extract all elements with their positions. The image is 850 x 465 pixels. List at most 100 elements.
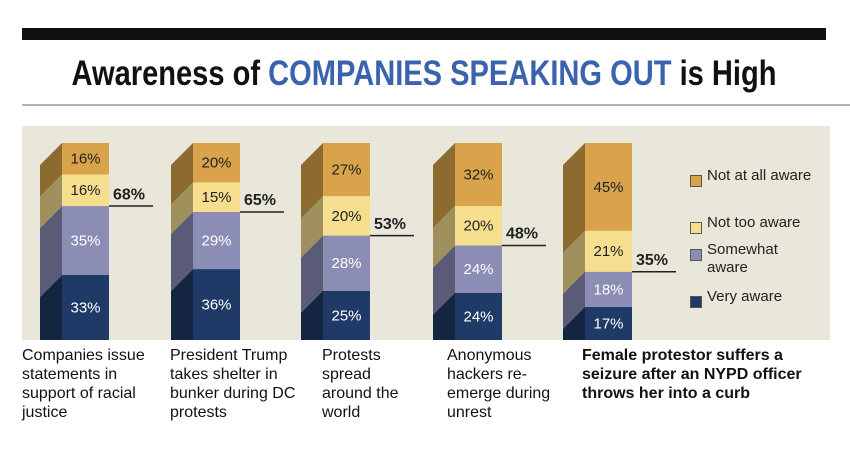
segment-label: 27% <box>331 162 361 179</box>
segment-label: 21% <box>593 243 623 260</box>
bar-side-shade <box>301 235 323 313</box>
bar-segment <box>62 274 109 340</box>
bar-side-shade <box>301 143 323 219</box>
bar-segment <box>323 196 370 236</box>
bar-side <box>433 143 455 229</box>
bar-side-shade <box>433 206 455 268</box>
segment-label: 20% <box>463 218 493 235</box>
bar-side-shade <box>171 182 193 234</box>
bar-side <box>171 269 193 340</box>
bar-side <box>40 206 62 297</box>
bar-side <box>563 271 585 329</box>
bar-segment <box>585 230 632 272</box>
bar-side-shade <box>171 269 193 340</box>
bar-segment <box>455 292 502 340</box>
segment-label: 25% <box>331 307 361 324</box>
total-label: 65% <box>244 192 276 209</box>
bar-side-shade <box>40 143 62 197</box>
top-bar <box>22 28 826 40</box>
title-part: is High <box>671 54 776 93</box>
bar-segment <box>455 245 502 293</box>
category-label: Companies issue statements in support of… <box>22 347 145 421</box>
bar-side-shade <box>433 245 455 315</box>
category-label: Protests spread around the world <box>322 347 399 421</box>
bar-side <box>171 143 193 205</box>
segment-label: 17% <box>593 315 623 332</box>
bar-segment <box>193 269 240 340</box>
segment-label: 20% <box>331 208 361 225</box>
segment-label: 16% <box>70 182 100 199</box>
bar-segment <box>193 143 240 183</box>
bar-side-shade <box>563 143 585 253</box>
bar-side-shade <box>171 143 193 205</box>
bar-side <box>563 306 585 340</box>
category-label: Anonymous hackers re-emerge during unres… <box>447 347 551 421</box>
segment-label: 24% <box>463 261 493 278</box>
bar-segment <box>62 206 109 275</box>
bar-side <box>301 235 323 313</box>
bar-side <box>301 196 323 258</box>
legend-label: Not too aware <box>707 214 801 231</box>
bar-segment <box>323 235 370 291</box>
bar-segment <box>455 206 502 246</box>
legend-label: Not at all aware <box>707 167 812 184</box>
segment-label: 35% <box>70 232 100 249</box>
bar-side <box>563 230 585 294</box>
segment-label: 28% <box>331 255 361 272</box>
bar-side-shade <box>433 292 455 340</box>
bar-side <box>301 290 323 340</box>
bar-side-shade <box>563 306 585 340</box>
bar-side <box>171 211 193 292</box>
bar-segment <box>585 271 632 307</box>
bar-segment <box>323 290 370 340</box>
bar-segment <box>193 211 240 270</box>
legend-swatch <box>690 175 702 187</box>
segment-label: 33% <box>70 299 100 316</box>
legend-swatch <box>690 222 702 234</box>
plot-background <box>22 126 830 340</box>
total-label: 48% <box>506 226 538 243</box>
bar-side <box>563 143 585 253</box>
legend-swatch <box>690 249 702 261</box>
segment-label: 32% <box>463 166 493 183</box>
bar-segment <box>455 143 502 207</box>
bar-side-shade <box>40 274 62 340</box>
bar-side-shade <box>301 290 323 340</box>
legend-label: Very aware <box>707 288 783 305</box>
bar-side <box>40 174 62 229</box>
segment-label: 36% <box>201 297 231 314</box>
bar-side <box>171 182 193 234</box>
chart-title: Awareness of COMPANIES SPEAKING OUT is H… <box>72 54 777 93</box>
bar-segment <box>193 182 240 212</box>
bar-side-shade <box>171 211 193 292</box>
total-label: 68% <box>113 186 145 203</box>
bar-segment <box>585 306 632 340</box>
bar-segment <box>585 143 632 231</box>
bar-segment <box>62 174 109 207</box>
bar-side-shade <box>40 206 62 297</box>
bar-side <box>433 245 455 315</box>
bar-side <box>433 292 455 340</box>
bar-segment <box>62 143 109 175</box>
bar-side-shade <box>563 271 585 329</box>
bar-side-shade <box>301 196 323 258</box>
total-label: 35% <box>636 252 668 269</box>
bar-side <box>40 274 62 340</box>
bar-segment <box>323 143 370 197</box>
title-part: COMPANIES SPEAKING OUT <box>268 54 671 93</box>
segment-label: 15% <box>201 189 231 206</box>
bar-side-shade <box>40 174 62 229</box>
bar-side <box>40 143 62 197</box>
bar-side <box>301 143 323 219</box>
segment-label: 16% <box>70 151 100 168</box>
category-label: Female protestor suffers a seizure after… <box>582 347 802 402</box>
segment-label: 18% <box>593 281 623 298</box>
legend-swatch <box>690 296 702 308</box>
segment-label: 29% <box>201 232 231 249</box>
category-label: President Trump takes shelter in bunker … <box>170 347 296 421</box>
bar-side-shade <box>563 230 585 294</box>
legend-label: Somewhat aware <box>707 241 778 276</box>
title-part: Awareness of <box>72 54 269 93</box>
segment-label: 20% <box>201 155 231 172</box>
